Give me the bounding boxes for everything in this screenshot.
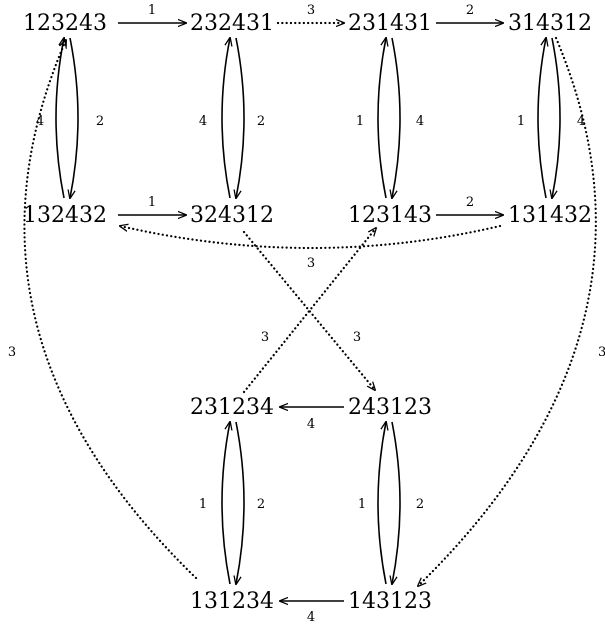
edge-label-e17: 3 [8, 345, 16, 360]
edge-label-e2: 3 [307, 3, 315, 18]
edge-314312-to-131432 [552, 37, 561, 198]
edge-label-e19: 4 [307, 417, 315, 432]
edge-314312-to-143123 [418, 36, 597, 586]
edge-label-e22: 1 [358, 497, 366, 512]
edge-label-e3: 2 [466, 3, 474, 18]
edge-231234-to-131234 [236, 421, 245, 584]
edge-label-e13: 2 [466, 195, 474, 210]
edge-label-e24: 4 [307, 610, 315, 625]
node-123243: 123243 [23, 11, 107, 36]
edge-label-e11: 4 [577, 114, 585, 129]
edge-label-e1: 1 [148, 3, 156, 18]
edge-131432-to-314312 [537, 38, 546, 199]
edge-label-e6: 4 [199, 114, 207, 129]
node-324312: 324312 [190, 203, 274, 228]
edge-label-e21: 2 [257, 497, 265, 512]
node-231431: 231431 [348, 11, 432, 36]
edge-label-e8: 1 [356, 114, 364, 129]
edge-label-e10: 1 [517, 114, 525, 129]
edge-label-e20: 1 [199, 497, 207, 512]
edge-label-e4: 4 [36, 114, 44, 129]
edge-label-e5: 2 [96, 114, 104, 129]
edge-123243-to-132432 [70, 37, 79, 198]
node-123143: 123143 [348, 203, 432, 228]
node-232431: 232431 [190, 11, 274, 36]
edge-123143-to-231431 [377, 38, 386, 199]
edge-231431-to-123143 [392, 37, 401, 198]
edge-label-e9: 4 [416, 114, 424, 129]
edge-132432-to-123243 [55, 38, 64, 199]
edge-231234-to-123143 [242, 228, 376, 394]
edge-131234-to-123243 [23, 40, 198, 580]
edge-label-e18: 3 [598, 345, 605, 360]
edge-131432-to-132432 [120, 226, 502, 250]
node-231234: 231234 [190, 395, 274, 420]
edge-131234-to-231234 [221, 422, 230, 585]
edge-label-e15: 3 [353, 330, 361, 345]
node-314312: 314312 [508, 11, 592, 36]
edge-143123-to-243123 [377, 422, 386, 585]
edge-243123-to-143123 [392, 421, 401, 584]
node-131234: 131234 [190, 589, 274, 614]
edge-label-e7: 2 [257, 114, 265, 129]
node-132432: 132432 [23, 203, 107, 228]
edge-label-e23: 2 [416, 497, 424, 512]
edge-232431-to-324312 [236, 37, 245, 198]
edge-label-e16: 3 [261, 330, 269, 345]
node-243123: 243123 [348, 395, 432, 420]
edge-label-e12: 1 [148, 195, 156, 210]
node-131432: 131432 [508, 203, 592, 228]
node-143123: 143123 [348, 589, 432, 614]
edge-label-e14: 3 [307, 256, 315, 271]
edge-324312-to-232431 [221, 38, 230, 199]
